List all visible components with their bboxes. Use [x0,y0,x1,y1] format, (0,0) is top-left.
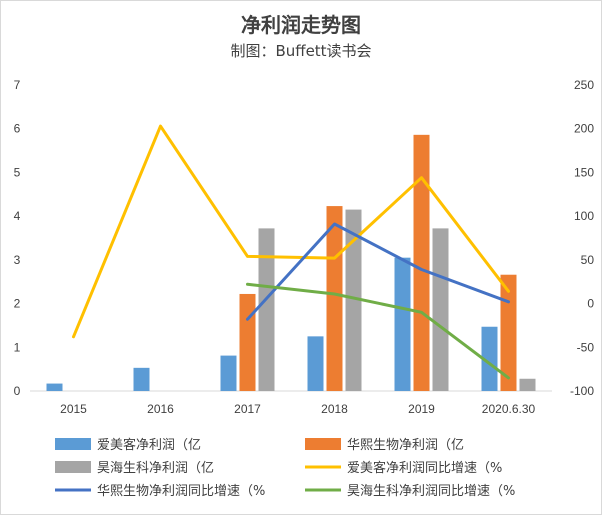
bar-1-2017 [220,355,237,391]
line-series-2 [246,222,510,321]
legend-swatch-1 [55,438,91,450]
legend-label-1: 爱美客净利润（亿 [97,437,201,453]
bar-1-2018 [307,336,324,391]
y-left-tick-label: 5 [14,165,21,179]
bar-3-2017 [258,228,275,391]
line-series-1 [72,124,510,339]
y-left-tick-label: 1 [14,340,21,354]
x-category-label: 2017 [234,402,261,416]
legend-label-3: 昊海生科净利润（亿 [97,461,214,476]
y-right-tick-label: -100 [570,384,594,398]
bar-2-2018 [326,206,343,391]
bar-2-2019 [413,134,430,391]
y-left-tick-label: 3 [14,253,21,267]
y-right-tick-label: 50 [581,253,595,267]
line-series-3 [246,282,510,380]
bar-1-2015 [46,383,63,391]
y-left-tick-label: 4 [14,209,21,223]
bar-3-2018 [345,209,362,391]
y-right-tick-label: 150 [574,165,594,179]
legend-label-4: 爱美客净利润同比增速（% [347,460,502,476]
y-left-tick-label: 0 [14,384,21,398]
bar-2-2017 [239,293,256,391]
y-right-tick-label: 200 [574,122,594,136]
y-left-tick-label: 7 [14,78,21,92]
x-category-label: 2019 [408,402,435,416]
x-category-label: 2020.6.30 [482,402,536,416]
bar-1-2019 [394,257,411,391]
y-left-tick-label: 6 [14,122,21,136]
y-right-tick-label: 100 [574,209,594,223]
legend-label-5: 华熙生物净利润同比增速（% [97,484,265,499]
legend-label-2: 华熙生物净利润（亿 [347,438,464,453]
x-category-label: 2016 [147,402,174,416]
x-category-label: 2015 [60,402,87,416]
y-right-tick-label: 0 [587,297,594,311]
bar-3-2019 [432,228,449,391]
legend-label-6: 昊海生科净利润同比增速（% [347,484,515,499]
y-left-tick-label: 2 [14,297,21,311]
bar-1-2020.6.30 [481,326,498,391]
legend-swatch-2 [305,438,341,450]
chart-subtitle: 制图：Buffett读书会 [230,42,371,60]
plot-area: 0 1 2 3 4 5 6 7 -100 -50 0 50 100 150 200 250 2015 2016 20… [14,78,595,416]
y-right-tick-label: 250 [574,78,594,92]
legend-swatch-3 [55,461,91,473]
chart-title: 净利润走势图 [241,13,361,37]
bar-2-2020.6.30 [500,274,517,391]
bar-3-2020.6.30 [519,378,536,391]
bar-1-2016 [133,367,150,391]
x-category-label: 2018 [321,402,348,416]
y-right-tick-label: -50 [577,340,595,354]
